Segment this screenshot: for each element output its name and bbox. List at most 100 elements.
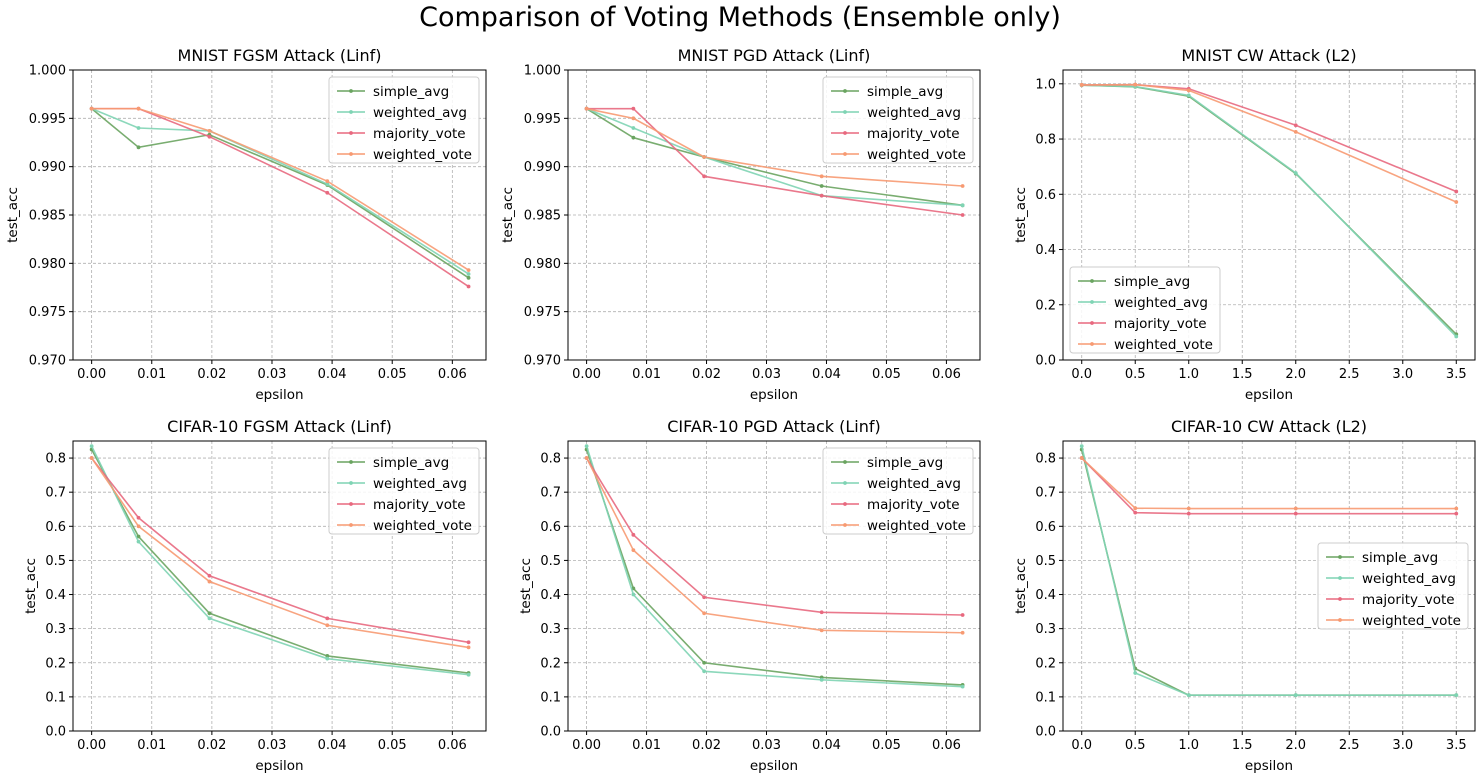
data-point-simple_avg xyxy=(325,654,330,658)
y-axis-label: test_acc xyxy=(1013,558,1029,614)
y-tick-label: 0.2 xyxy=(1035,656,1056,671)
x-tick-label: 3.5 xyxy=(1446,367,1467,382)
x-tick-label: 0.00 xyxy=(77,367,106,382)
y-tick-label: 0.980 xyxy=(29,257,66,272)
x-tick-label: 0.5 xyxy=(1125,367,1146,382)
figure-title-wrap: Comparison of Voting Methods (Ensemble o… xyxy=(0,0,1480,40)
legend: simple_avg weighted_avg majority_voteweigh… xyxy=(1069,266,1221,354)
data-point-majority_vote xyxy=(631,532,636,537)
data-point-majority_vote xyxy=(1454,511,1459,516)
x-tick-label: 0.04 xyxy=(318,367,347,382)
legend-label: simple_avg xyxy=(1114,274,1190,290)
data-point-weighted_vote xyxy=(1186,88,1191,93)
series-line-majority_vote xyxy=(1081,457,1457,515)
legend: simple_avg weighted_avg majority_voteweigh… xyxy=(328,76,480,164)
y-tick-label: 0.6 xyxy=(540,520,561,535)
legend-label: majority_vote xyxy=(867,126,960,142)
y-axis-label: test_acc xyxy=(500,187,516,243)
data-point-simple_avg xyxy=(136,145,141,150)
legend: simple_avg weighted_avg majority_voteweigh… xyxy=(328,447,480,535)
x-axis-label: epsilon xyxy=(255,758,303,774)
data-point-majority_vote xyxy=(702,174,707,179)
x-tick-label: 0.01 xyxy=(137,367,166,382)
y-tick-label: 0.6 xyxy=(1035,520,1056,535)
x-tick-label: 0.02 xyxy=(692,738,721,753)
legend-marker-weighted_vote xyxy=(1338,618,1342,622)
data-point-weighted_vote xyxy=(1454,200,1459,204)
legend-marker-weighted_vote xyxy=(1090,342,1094,346)
data-point-weighted_vote xyxy=(819,174,824,179)
data-point-weighted_vote xyxy=(89,456,94,460)
legend-label: majority_vote xyxy=(1114,316,1207,332)
y-tick-label: 0.7 xyxy=(45,486,66,501)
data-point-weighted_avg xyxy=(136,126,141,130)
data-point-weighted_vote xyxy=(1133,506,1138,511)
subplot-title: CIFAR-10 CW Attack (L2) xyxy=(1171,417,1367,436)
x-tick-label: 0.01 xyxy=(137,738,166,753)
data-point-weighted_vote xyxy=(1079,456,1084,460)
legend-marker-weighted_avg xyxy=(1338,576,1342,580)
subplot-1: 0.00 0.01 0.02 0.03 0.04 0.05 0.06 0.970 0.975 0.… xyxy=(5,46,487,403)
legend-marker-simple_avg xyxy=(349,89,353,93)
y-tick-label: 0.0 xyxy=(1035,354,1056,369)
y-tick-label: 0.6 xyxy=(1035,188,1056,203)
legend-marker-simple_avg xyxy=(1090,279,1094,283)
x-tick-label: 0.0 xyxy=(1071,738,1092,753)
series-line-weighted_vote xyxy=(1081,83,1457,203)
legend: simple_avg weighted_avg majority_voteweigh… xyxy=(822,447,974,535)
legend-marker-majority_vote xyxy=(843,502,847,506)
legend-label: weighted_vote xyxy=(1114,337,1213,353)
y-tick-label: 0.995 xyxy=(524,112,561,127)
y-tick-label: 0.985 xyxy=(29,209,66,224)
x-tick-label: 2.0 xyxy=(1285,738,1306,753)
data-point-weighted_avg xyxy=(1079,444,1084,449)
y-tick-label: 0.2 xyxy=(540,656,561,671)
axes-frame xyxy=(1062,69,1476,361)
legend-marker-weighted_avg xyxy=(843,481,847,485)
data-point-weighted_vote xyxy=(584,456,589,460)
y-tick-label: 0.4 xyxy=(1035,588,1056,603)
x-tick-label: 0.0 xyxy=(1071,367,1092,382)
y-tick-label: 0.7 xyxy=(1035,486,1056,501)
legend-frame xyxy=(1317,542,1469,630)
data-point-weighted_avg xyxy=(819,677,824,682)
subplot-6: 0.0 0.5 1.0 1.5 2.0 2.5 3.0 3.5 0.0 0.1 0.2 0.3 0.4 0… xyxy=(1013,417,1476,774)
y-tick-label: 0.970 xyxy=(524,354,561,369)
y-tick-label: 0.990 xyxy=(524,160,561,175)
y-tick-label: 0.8 xyxy=(1035,133,1056,148)
data-point-majority_vote xyxy=(466,284,471,289)
x-axis-label: epsilon xyxy=(750,387,798,403)
legend-label: simple_avg xyxy=(373,455,449,471)
data-point-weighted_vote xyxy=(1186,506,1191,511)
data-point-majority_vote xyxy=(1186,511,1191,516)
x-tick-label: 2.5 xyxy=(1339,367,1360,382)
legend-label: simple_avg xyxy=(1362,550,1438,566)
data-point-weighted_avg xyxy=(1454,334,1459,339)
y-tick-label: 0.4 xyxy=(1035,243,1056,258)
y-tick-label: 0.0 xyxy=(540,725,561,740)
legend-marker-simple_avg xyxy=(349,460,353,464)
legend-marker-weighted_vote xyxy=(843,152,847,156)
y-tick-label: 0.8 xyxy=(45,452,66,467)
data-point-weighted_vote xyxy=(1079,83,1084,87)
data-point-majority_vote xyxy=(207,134,212,139)
y-tick-label: 0.8 xyxy=(1035,452,1056,467)
x-tick-label: 0.05 xyxy=(872,738,901,753)
data-point-weighted_vote xyxy=(631,548,636,553)
data-point-majority_vote xyxy=(325,190,330,195)
legend-marker-weighted_avg xyxy=(843,110,847,114)
y-tick-label: 1.000 xyxy=(29,64,66,79)
data-point-majority_vote xyxy=(1293,123,1298,128)
legend-frame xyxy=(1069,266,1221,354)
x-tick-label: 0.03 xyxy=(752,367,781,382)
x-axis-label: epsilon xyxy=(750,758,798,774)
data-point-weighted_vote xyxy=(466,268,471,272)
data-point-simple_avg xyxy=(207,611,212,616)
y-tick-label: 0.975 xyxy=(29,305,66,320)
y-tick-label: 0.985 xyxy=(524,209,561,224)
y-axis-label: test_acc xyxy=(5,187,21,243)
legend-marker-weighted_vote xyxy=(349,152,353,156)
y-tick-label: 0.5 xyxy=(540,554,561,569)
data-point-weighted_vote xyxy=(1454,506,1459,511)
legend-marker-majority_vote xyxy=(843,131,847,135)
